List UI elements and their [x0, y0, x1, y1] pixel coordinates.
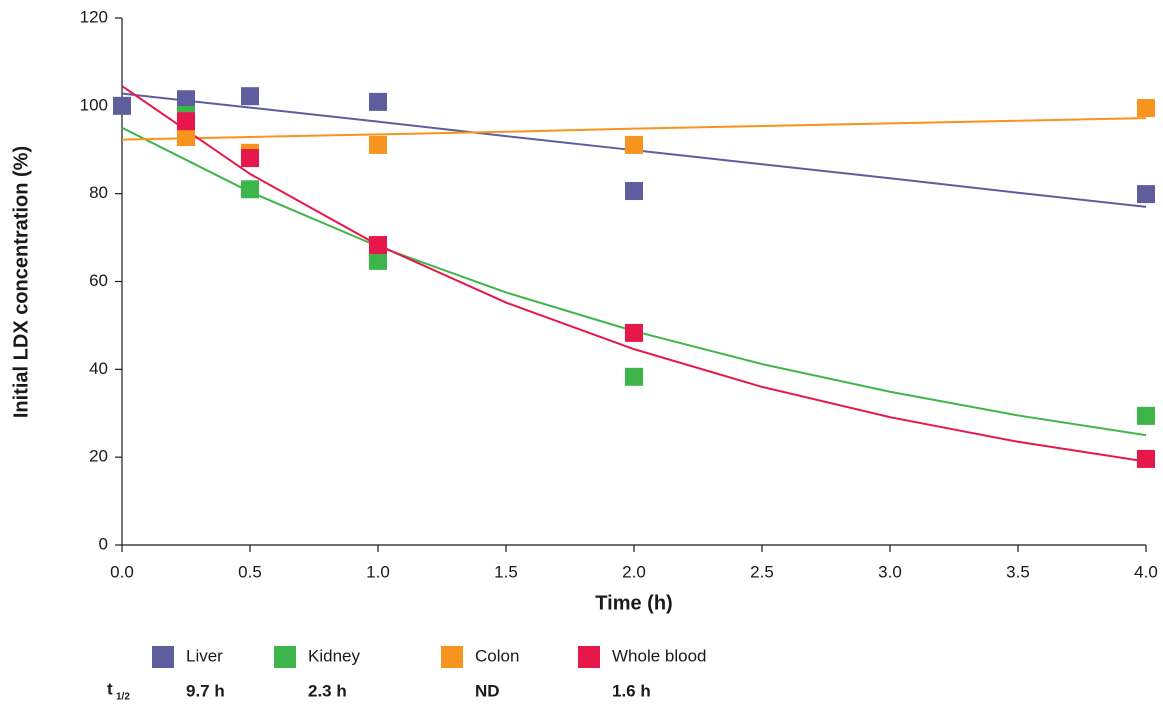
- data-point: [1137, 99, 1155, 118]
- x-tick-label: 4.0: [1134, 562, 1158, 581]
- y-tick-label: 40: [89, 359, 108, 378]
- data-point: [369, 92, 387, 111]
- legend-swatch: [152, 646, 174, 668]
- x-axis-title: Time (h): [595, 592, 672, 614]
- data-point: [625, 135, 643, 154]
- data-point: [241, 180, 259, 199]
- fit-line: [121, 126, 1147, 437]
- fit-line: [121, 85, 1147, 463]
- data-point: [625, 323, 643, 342]
- x-tick-label: 3.0: [878, 562, 902, 581]
- data-point: [241, 149, 259, 168]
- data-point: [177, 128, 195, 147]
- half-life-title: t: [107, 679, 113, 698]
- data-point: [625, 182, 643, 201]
- legend-label: Colon: [475, 646, 519, 665]
- legend-label: Liver: [186, 646, 223, 665]
- legend-swatch: [578, 646, 600, 668]
- legend-swatch: [441, 646, 463, 668]
- data-point: [1137, 406, 1155, 425]
- y-tick-label: 80: [89, 183, 108, 202]
- x-tick-label: 1.0: [366, 562, 390, 581]
- fit-line: [121, 117, 1147, 141]
- data-point: [625, 367, 643, 386]
- x-tick-label: 0.5: [238, 562, 262, 581]
- y-axis-title: Initial LDX concentration (%): [10, 146, 32, 418]
- x-tick-label: 3.5: [1006, 562, 1030, 581]
- data-point: [1137, 449, 1155, 468]
- half-life-value: 9.7 h: [186, 681, 225, 700]
- half-life-value: ND: [475, 681, 500, 700]
- y-tick-label: 120: [80, 7, 108, 26]
- data-point: [1137, 185, 1155, 204]
- y-tick-label: 20: [89, 447, 108, 466]
- data-point: [241, 87, 259, 106]
- half-life-value: 1.6 h: [612, 681, 651, 700]
- x-tick-label: 1.5: [494, 562, 518, 581]
- legend-label: Whole blood: [612, 646, 707, 665]
- data-point: [369, 251, 387, 270]
- y-tick-label: 0: [99, 534, 108, 553]
- x-tick-label: 2.5: [750, 562, 774, 581]
- half-life-subscript: 1/2: [116, 692, 130, 703]
- data-point: [369, 236, 387, 255]
- data-point: [177, 112, 195, 131]
- y-tick-label: 100: [80, 95, 108, 114]
- legend-label: Kidney: [308, 646, 360, 665]
- legend-swatch: [274, 646, 296, 668]
- x-tick-label: 2.0: [622, 562, 646, 581]
- x-tick-label: 0.0: [110, 562, 134, 581]
- data-point: [369, 135, 387, 154]
- data-point: [113, 96, 131, 115]
- data-point: [177, 90, 195, 109]
- y-tick-label: 60: [89, 271, 108, 290]
- half-life-value: 2.3 h: [308, 681, 347, 700]
